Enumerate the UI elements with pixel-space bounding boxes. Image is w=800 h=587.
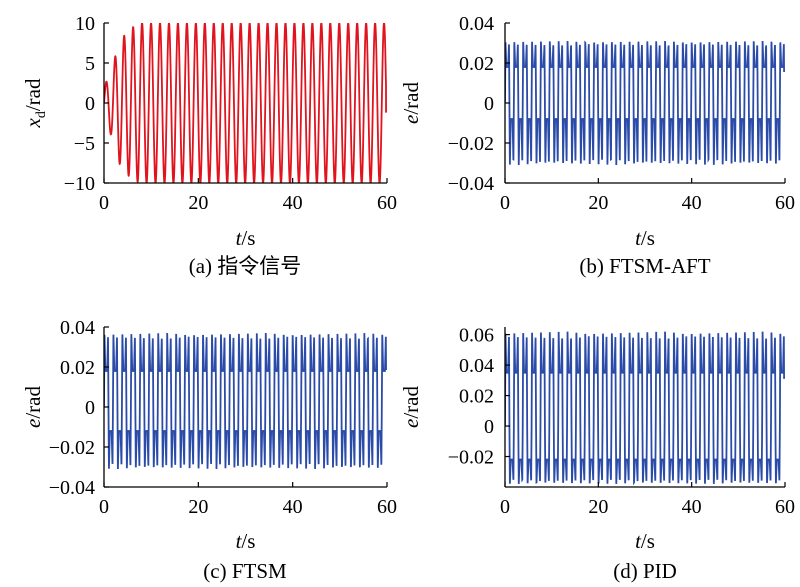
y-tick-label: −0.02 (448, 447, 494, 469)
x-tick-label: 0 (99, 496, 109, 518)
x-tick-label: 20 (588, 192, 608, 214)
x-tick-label: 0 (99, 192, 109, 214)
y-tick-label: −5 (74, 133, 95, 155)
x-axis-label-unit: /s (241, 226, 255, 250)
chart-panel-1: 0 20 40 60 −10 −5 0 5 10 t/s xd/rad (a) 指令信号 (21, 13, 397, 278)
y-tick-label: 0 (85, 397, 95, 419)
y-tick-label: 0.04 (60, 317, 95, 339)
x-tick-label: 20 (188, 496, 208, 518)
y-axis-label: e/rad (21, 386, 45, 428)
y-tick-label: 0.02 (60, 357, 95, 379)
subplot-caption: (a) 指令信号 (189, 254, 302, 278)
y-axis-label-var: e (399, 419, 423, 428)
series-line (505, 40, 785, 165)
x-tick-label: 40 (682, 192, 702, 214)
x-tick-label: 40 (283, 496, 303, 518)
y-tick-label: −0.02 (49, 437, 95, 459)
x-tick-label: 0 (500, 192, 510, 214)
subplot-caption: (b) FTSM-AFT (579, 254, 710, 278)
x-axis-label-unit: /s (641, 226, 655, 250)
y-tick-label: 0.04 (459, 355, 494, 377)
chart-panel-4: 0 20 40 60 −0.02 0 0.02 0.04 0.06 t/s e/rad (d) PID (399, 325, 795, 583)
x-axis-label: t/s (635, 226, 655, 250)
subplot-caption: (d) PID (613, 559, 677, 583)
series-line (104, 23, 387, 183)
x-axis-label-unit: /s (241, 529, 255, 553)
y-axis-label-unit: /rad (21, 386, 45, 419)
y-tick-label: −0.04 (448, 173, 494, 195)
y-axis-label-var: e (21, 419, 45, 428)
y-axis-label-unit: /rad (21, 78, 45, 111)
x-axis-label-var: t (236, 226, 243, 250)
y-tick-label: 0 (484, 93, 494, 115)
x-axis-label: t/s (635, 529, 655, 553)
y-tick-label: −0.02 (448, 133, 494, 155)
y-tick-label: 0 (484, 416, 494, 438)
y-axis-label-unit: /rad (399, 386, 423, 419)
y-tick-label: 0 (85, 93, 95, 115)
chart-panel-3: 0 20 40 60 −0.04 −0.02 0 0.02 0.04 t/s e/rad (c) FT… (21, 317, 397, 583)
series-line (104, 333, 387, 469)
subplot-caption: (c) FTSM (203, 559, 287, 583)
chart-panel-2: 0 20 40 60 −0.04 −0.02 0 0.02 0.04 t/s e/rad (b) FT… (399, 13, 795, 278)
y-tick-label: 0.04 (459, 13, 494, 35)
x-axis-label-var: t (635, 226, 642, 250)
x-tick-label: 0 (500, 496, 510, 518)
x-tick-label: 60 (377, 496, 397, 518)
x-axis-label-var: t (236, 529, 243, 553)
y-tick-label: 0.06 (459, 325, 494, 347)
x-axis-label: t/s (236, 226, 256, 250)
x-tick-label: 60 (775, 496, 795, 518)
x-tick-label: 60 (377, 192, 397, 214)
x-axis-label-var: t (635, 529, 642, 553)
x-axis-label-unit: /s (641, 529, 655, 553)
y-axis-label-unit: /rad (399, 82, 423, 115)
y-tick-label: 5 (85, 53, 95, 75)
y-axis-label-var: x (21, 117, 45, 128)
y-axis-label: e/rad (399, 386, 423, 428)
y-tick-label: −0.04 (49, 477, 95, 499)
series-line (505, 331, 785, 486)
x-tick-label: 60 (775, 192, 795, 214)
y-tick-label: 0.02 (459, 386, 494, 408)
y-tick-label: 10 (75, 13, 95, 35)
y-axis-label: e/rad (399, 82, 423, 124)
y-axis-label: xd/rad (21, 78, 49, 128)
x-tick-label: 40 (682, 496, 702, 518)
x-tick-label: 20 (188, 192, 208, 214)
x-tick-label: 40 (283, 192, 303, 214)
x-axis-label: t/s (236, 529, 256, 553)
x-tick-label: 20 (588, 496, 608, 518)
y-axis-label-var: e (399, 115, 423, 124)
y-tick-label: 0.02 (459, 53, 494, 75)
y-axis-label-subscript: d (34, 111, 49, 118)
y-tick-label: −10 (64, 173, 95, 195)
